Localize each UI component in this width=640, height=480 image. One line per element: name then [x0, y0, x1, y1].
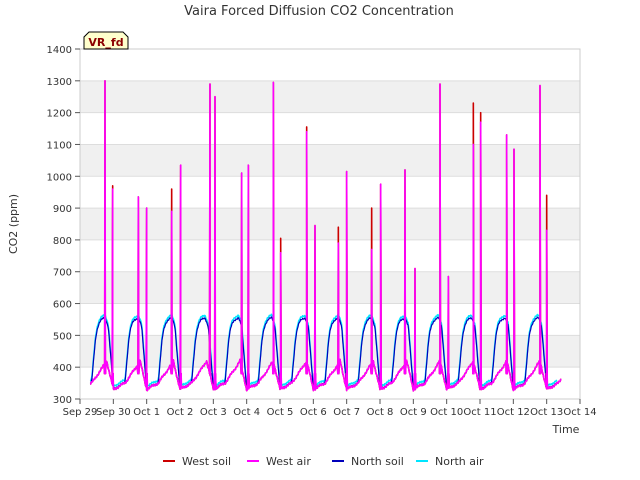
x-tick-label: Oct 4	[233, 407, 260, 418]
x-tick-label: Oct 9	[400, 407, 427, 418]
grid-band	[80, 144, 580, 177]
y-tick-label: 500	[53, 331, 72, 342]
x-tick-label: Oct 6	[300, 407, 327, 418]
legend-label: West soil	[182, 455, 231, 468]
y-tick-label: 1100	[47, 140, 72, 151]
x-tick-label: Oct 2	[167, 407, 194, 418]
x-tick-label: Oct 1	[133, 407, 160, 418]
y-tick-label: 800	[53, 236, 72, 247]
x-axis-label: Time	[552, 423, 580, 436]
grid-band	[80, 271, 580, 304]
badge-shape	[83, 31, 129, 50]
x-tick-label: Sep 29	[63, 407, 98, 418]
legend-label: North air	[435, 455, 484, 468]
y-tick-label: 900	[53, 204, 72, 215]
y-tick-label: 600	[53, 300, 72, 311]
legend: West soil West air North soil North air	[163, 455, 484, 468]
x-tick-label: Oct 14	[563, 407, 596, 418]
x-tick-label: Oct 7	[333, 407, 360, 418]
x-tick-label: Oct 10	[430, 407, 463, 418]
grid-bands	[80, 80, 580, 368]
y-axis-label: CO2 (ppm)	[7, 194, 20, 254]
x-tick-label: Sep 30	[96, 407, 131, 418]
series-line-west-air	[89, 80, 562, 392]
y-tick-label: 400	[53, 363, 72, 374]
y-tick-label: 1300	[47, 77, 72, 88]
plot-frame	[79, 48, 581, 400]
grid-band	[80, 208, 580, 240]
y-tick-label: 1400	[47, 45, 72, 56]
legend-label: West air	[266, 455, 311, 468]
legend-label: North soil	[351, 455, 404, 468]
badge-label: VR_fd	[88, 36, 123, 49]
x-tick-label: Oct 5	[267, 407, 294, 418]
y-tick-label: 1000	[47, 172, 72, 183]
series-layer	[89, 80, 562, 392]
x-tick-label: Oct 3	[200, 407, 227, 418]
x-tick-label: Oct 12	[497, 407, 530, 418]
y-tick-label: 300	[53, 395, 72, 406]
x-tick-label: Oct 8	[367, 407, 394, 418]
grid-band	[80, 335, 580, 368]
x-tick-label: Oct 13	[530, 407, 563, 418]
grid-band	[80, 80, 580, 113]
y-tick-label: 700	[53, 268, 72, 279]
chart-title: Vaira Forced Diffusion CO2 Concentration	[184, 4, 454, 19]
y-axis: 300 400 500 600 700 800 900 1000 1100 1200 1300 140…	[47, 45, 80, 406]
y-tick-label: 1200	[47, 109, 72, 120]
x-tick-label: Oct 11	[463, 407, 496, 418]
station-badge: VR_fd	[83, 31, 129, 50]
